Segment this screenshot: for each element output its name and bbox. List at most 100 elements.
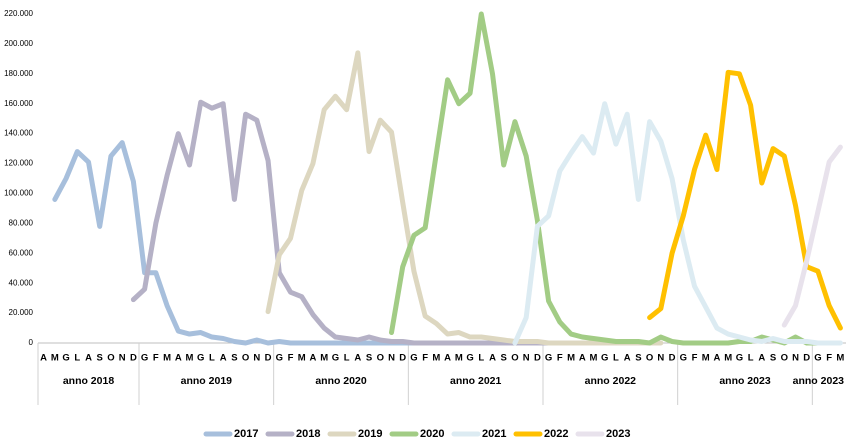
series-line — [265, 50, 664, 346]
y-tick-label: 80.000 — [9, 218, 34, 227]
group-label: anno 2023 — [793, 375, 845, 387]
x-tick-label: O — [242, 353, 249, 364]
x-tick-label: G — [332, 353, 339, 364]
x-tick-label: D — [534, 353, 541, 364]
x-tick-label: G — [680, 353, 687, 364]
x-tick-label: O — [646, 353, 653, 364]
y-tick-label: 0 — [29, 338, 34, 347]
x-tick-label: L — [344, 353, 350, 364]
x-tick-label: O — [107, 353, 114, 364]
x-tick-label: F — [826, 353, 832, 364]
x-tick-label: G — [141, 353, 148, 364]
x-tick-label: S — [231, 353, 237, 364]
x-tick-label: A — [444, 353, 451, 364]
x-tick-label: M — [51, 353, 59, 364]
x-tick-label: S — [501, 353, 507, 364]
x-tick-label: M — [186, 353, 194, 364]
x-tick-label: L — [209, 353, 215, 364]
series-line — [781, 144, 843, 328]
group-label: anno 2019 — [181, 375, 233, 387]
group-label: anno 2022 — [585, 375, 637, 387]
x-tick-label: A — [579, 353, 586, 364]
x-tick-label: A — [220, 353, 227, 364]
x-tick-label: G — [276, 353, 283, 364]
x-tick-label: M — [702, 353, 710, 364]
x-tick-label: M — [320, 353, 328, 364]
x-tick-label: F — [692, 353, 698, 364]
x-tick-label: M — [567, 353, 575, 364]
x-tick-label: S — [366, 353, 372, 364]
legend-label: 2020 — [420, 428, 444, 440]
x-tick-label: S — [635, 353, 641, 364]
series-line — [52, 140, 439, 346]
x-tick-label: N — [119, 353, 126, 364]
y-tick-label: 180.000 — [4, 69, 33, 78]
x-tick-label: S — [770, 353, 776, 364]
x-tick-label: L — [613, 353, 619, 364]
x-tick-label: A — [758, 353, 765, 364]
x-tick-label: N — [523, 353, 530, 364]
x-tick-label: M — [590, 353, 598, 364]
x-tick-label: G — [601, 353, 608, 364]
y-tick-label: 40.000 — [9, 278, 34, 287]
x-tick-label: A — [175, 353, 182, 364]
x-tick-label: D — [130, 353, 137, 364]
group-label: anno 2020 — [315, 375, 367, 387]
x-tick-label: F — [557, 353, 563, 364]
x-tick-label: N — [792, 353, 799, 364]
x-tick-label: G — [410, 353, 417, 364]
x-tick-label: M — [836, 353, 844, 364]
x-tick-label: M — [163, 353, 171, 364]
x-tick-label: G — [197, 353, 204, 364]
x-tick-label: A — [489, 353, 496, 364]
series-line — [647, 69, 843, 331]
x-tick-label: O — [377, 353, 384, 364]
x-tick-label: D — [669, 353, 676, 364]
y-tick-label: 60.000 — [9, 248, 34, 257]
y-tick-label: 100.000 — [4, 189, 33, 198]
x-tick-label: G — [814, 353, 821, 364]
x-tick-label: M — [724, 353, 732, 364]
x-tick-label: D — [803, 353, 810, 364]
legend-label: 2018 — [296, 428, 320, 440]
group-label: anno 2023 — [719, 375, 771, 387]
y-tick-label: 120.000 — [4, 159, 33, 168]
x-tick-label: D — [399, 353, 406, 364]
y-tick-label: 200.000 — [4, 39, 33, 48]
x-tick-label: L — [748, 353, 754, 364]
x-tick-label: L — [74, 353, 80, 364]
legend-label: 2017 — [234, 428, 258, 440]
x-tick-label: A — [354, 353, 361, 364]
group-label: anno 2021 — [450, 375, 502, 387]
x-tick-label: G — [736, 353, 743, 364]
x-tick-label: A — [624, 353, 631, 364]
x-tick-label: F — [288, 353, 294, 364]
group-label: anno 2018 — [63, 375, 115, 387]
legend-label: 2019 — [358, 428, 382, 440]
x-tick-label: A — [714, 353, 721, 364]
x-tick-label: G — [545, 353, 552, 364]
x-tick-label: L — [478, 353, 484, 364]
x-tick-label: A — [310, 353, 317, 364]
x-tick-label: G — [466, 353, 473, 364]
x-tick-label: M — [432, 353, 440, 364]
legend-label: 2023 — [606, 428, 630, 440]
series-line — [130, 99, 552, 346]
y-tick-label: 140.000 — [4, 129, 33, 138]
x-tick-label: N — [388, 353, 395, 364]
x-tick-label: D — [265, 353, 272, 364]
x-tick-label: A — [40, 353, 47, 364]
series-line — [389, 11, 821, 346]
x-tick-label: M — [298, 353, 306, 364]
y-tick-label: 220.000 — [4, 9, 33, 18]
y-tick-label: 20.000 — [9, 308, 34, 317]
legend-label: 2022 — [544, 428, 568, 440]
x-tick-label: N — [657, 353, 664, 364]
x-tick-label: G — [62, 353, 69, 364]
x-tick-label: M — [455, 353, 463, 364]
series-line — [512, 101, 843, 346]
x-tick-label: N — [253, 353, 260, 364]
x-tick-label: O — [781, 353, 788, 364]
x-tick-label: S — [97, 353, 103, 364]
